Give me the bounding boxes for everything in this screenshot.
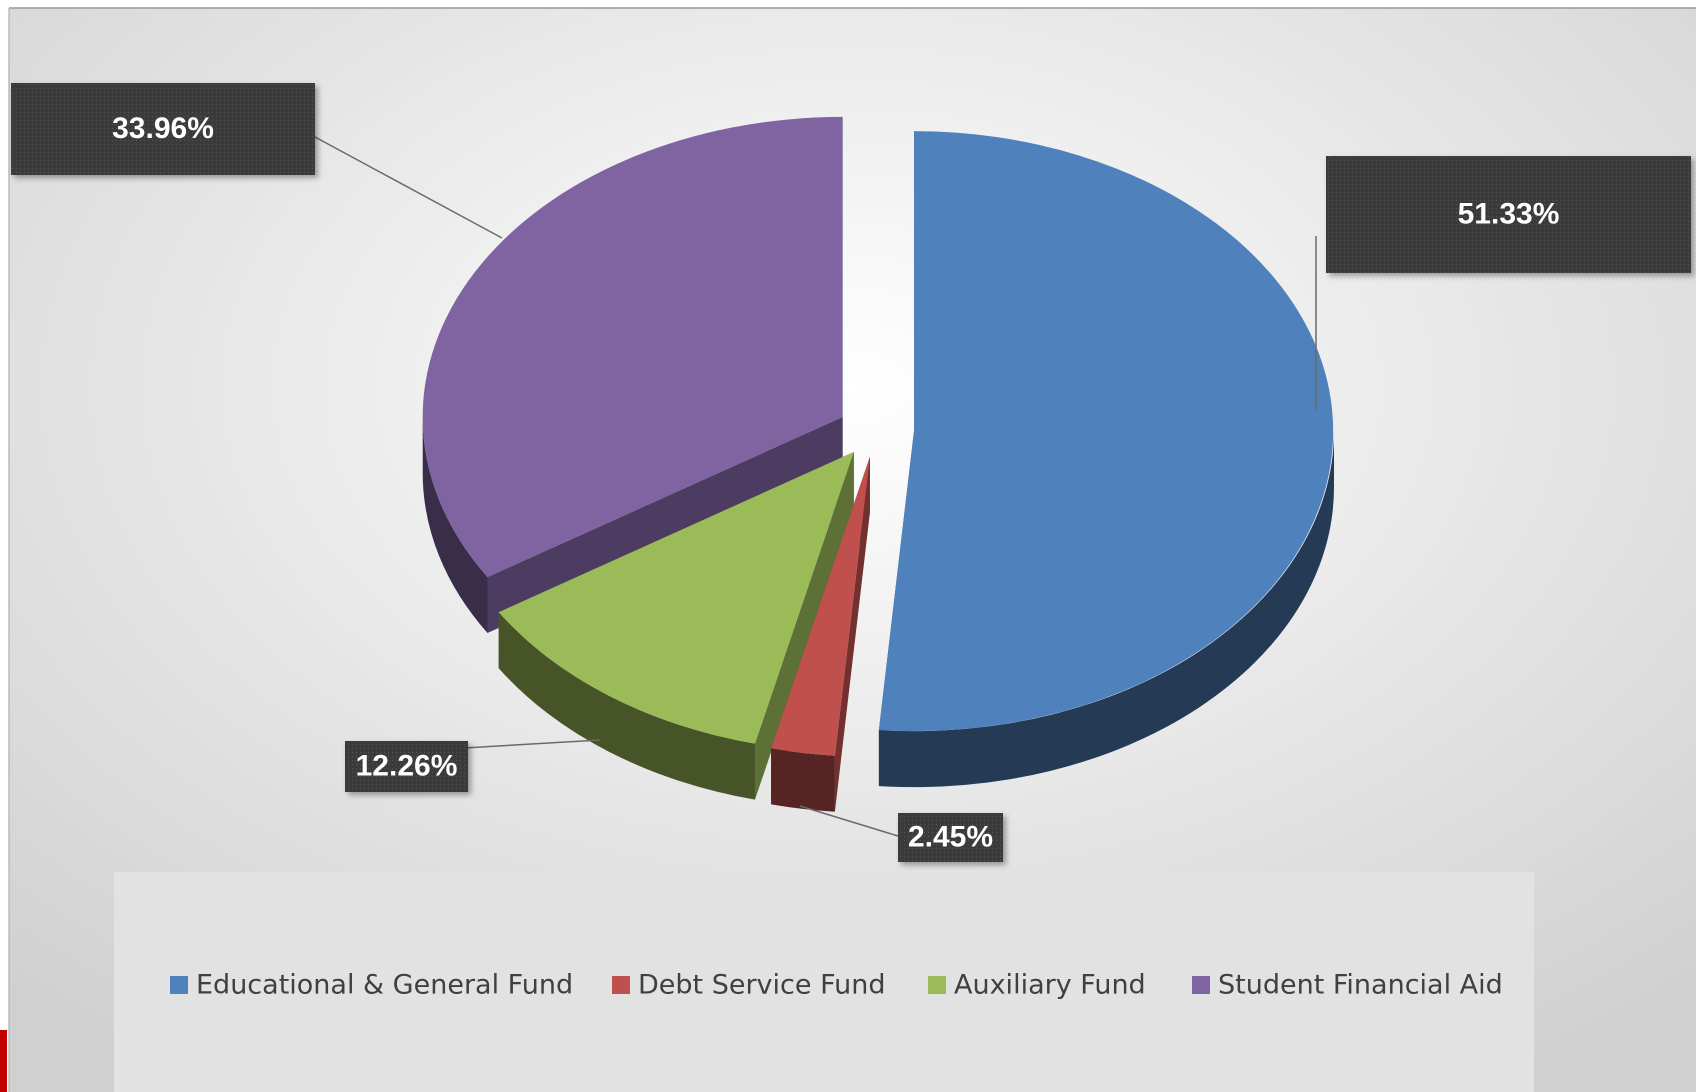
slice: [498, 452, 854, 744]
data-label: 12.26%: [356, 749, 458, 782]
slice: [878, 131, 1334, 732]
leader-line: [799, 805, 899, 837]
slice-wall: [422, 416, 488, 633]
legend-swatch: [928, 976, 946, 994]
slice: [422, 116, 843, 577]
data-labels: 51.33% 2.45% 12.26% 33.96%: [11, 83, 1691, 862]
slice-wall: [498, 612, 755, 800]
slice: [771, 456, 870, 756]
legend-label: Student Financial Aid: [1218, 970, 1503, 1001]
label-box: [11, 83, 315, 175]
legend-swatch: [170, 976, 188, 994]
legend-swatch: [612, 976, 630, 994]
legend: Educational & General Fund Debt Service F…: [170, 970, 1503, 1001]
edge-accent: [0, 1030, 7, 1092]
data-label: 51.33%: [1458, 197, 1560, 230]
leader-line: [314, 136, 503, 239]
legend-label: Debt Service Fund: [638, 970, 886, 1001]
legend-label: Educational & General Fund: [196, 970, 573, 1001]
pie: [422, 116, 1334, 812]
label-box: [345, 741, 468, 792]
label-box: [898, 813, 1003, 862]
legend-label: Auxiliary Fund: [954, 970, 1146, 1001]
slice-wall: [771, 748, 835, 812]
legend-swatch: [1192, 976, 1210, 994]
slice-side: [755, 452, 854, 800]
label-box: [1326, 156, 1691, 273]
data-label: 33.96%: [112, 112, 214, 145]
slice-wall: [878, 431, 1334, 788]
slice-side: [834, 456, 870, 812]
data-label: 2.45%: [908, 820, 993, 853]
legend-box: [114, 872, 1534, 1092]
